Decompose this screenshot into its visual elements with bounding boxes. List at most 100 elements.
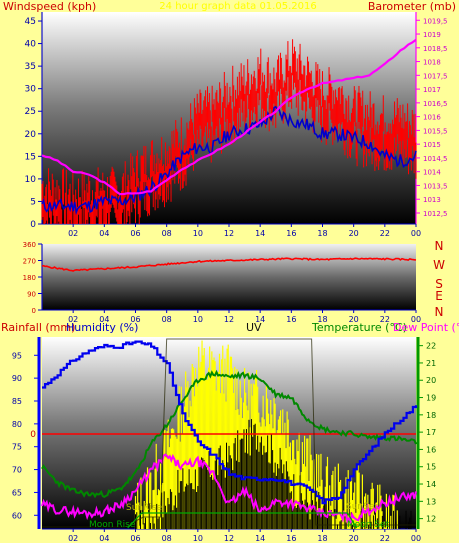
x-tick-label: 16: [286, 229, 296, 238]
humidity-y-tick-label: 65: [12, 488, 22, 497]
baro-y-tick-label: 1013,5: [423, 182, 448, 190]
x-tick-label: 18: [317, 534, 327, 543]
humidity-y-tick-label: 90: [12, 374, 22, 383]
baro-y-tick-label: 1016: [423, 114, 441, 122]
direction-letter-n-bottom: N: [435, 305, 444, 319]
humidity-y-tick-label: 85: [12, 397, 22, 406]
rain-zero-label: 0: [30, 430, 36, 440]
wind-average-line: [41, 105, 417, 216]
humidity-y-tick-label: 80: [12, 420, 22, 429]
direction-panel-background: [42, 244, 416, 310]
windspeed-axis-title: Windspeed (kph): [3, 0, 96, 13]
humidity-y-tick-label: 75: [12, 443, 22, 452]
temperature-y-tick-label: 21: [426, 359, 436, 368]
temperature-y-tick-label: 22: [426, 342, 436, 351]
baro-y-tick-label: 1018: [423, 59, 441, 67]
temperature-y-tick-label: 15: [426, 463, 436, 472]
wind-y-tick-label: 35: [25, 62, 36, 72]
x-tick-label: 04: [99, 315, 109, 324]
temperature-y-tick-label: 19: [426, 394, 436, 403]
dir-y-tick-label: 90: [27, 291, 36, 299]
dir-y-tick-label: 180: [23, 274, 36, 282]
baro-y-tick-label: 1013: [423, 196, 441, 204]
direction-letter-n-top: N: [435, 239, 444, 253]
wind-y-tick-label: 30: [25, 85, 37, 95]
baro-y-tick-label: 1015,5: [423, 127, 448, 135]
wind-y-tick-label: 20: [25, 130, 37, 140]
climate-chart: [41, 338, 418, 529]
x-tick-label: 04: [99, 534, 109, 543]
x-tick-label: 20: [349, 229, 359, 238]
wind-y-tick-label: 5: [30, 197, 36, 207]
x-tick-label: 00: [411, 315, 421, 324]
sunset-label: SunSet: [346, 502, 378, 512]
x-tick-label: 06: [130, 229, 140, 238]
x-tick-label: 02: [68, 229, 78, 238]
barometer-axis-title: Barometer (mb): [368, 0, 456, 13]
x-tick-label: 22: [380, 315, 390, 324]
x-tick-label: 14: [255, 229, 265, 238]
wind-y-tick-label: 15: [25, 152, 36, 162]
moonset-label: Moon Set: [347, 520, 390, 530]
baro-y-tick-label: 1015: [423, 141, 441, 149]
dir-y-tick-label: 0: [32, 307, 36, 315]
moonrise-label: Moon Rise: [89, 520, 136, 530]
baro-y-tick-label: 1018,5: [423, 45, 448, 53]
temperature-axis-title: Temperature (°C): [311, 321, 407, 334]
x-tick-label: 18: [317, 229, 327, 238]
wind-y-tick-label: 0: [30, 220, 36, 230]
baro-y-tick-label: 1014,5: [423, 155, 448, 163]
dewpoint-line: [41, 453, 417, 526]
temperature-y-tick-label: 14: [426, 480, 436, 489]
moon-step-line: [127, 512, 358, 529]
direction-letter-w: W: [433, 258, 445, 272]
x-tick-label: 22: [380, 534, 390, 543]
wind-y-tick-label: 10: [25, 175, 37, 185]
wind-y-tick-label: 25: [25, 107, 36, 117]
humidity-axis-title: Humidity (%): [66, 321, 138, 334]
dewpoint-axis-title: Dew Point (°C): [393, 321, 459, 334]
baro-y-tick-label: 1019,5: [423, 17, 448, 25]
baro-y-tick-label: 1017,5: [423, 72, 448, 80]
daylight-step-line: [42, 338, 416, 528]
x-tick-label: 14: [255, 315, 265, 324]
temperature-y-tick-label: 13: [426, 497, 436, 506]
baro-y-tick-label: 1019: [423, 31, 441, 39]
x-tick-label: 12: [224, 315, 234, 324]
x-tick-label: 14: [255, 534, 265, 543]
x-tick-label: 12: [224, 534, 234, 543]
direction-letter-e: E: [435, 289, 443, 303]
temperature-y-tick-label: 17: [426, 428, 436, 437]
baro-y-tick-label: 1012,5: [423, 210, 448, 218]
x-tick-label: 00: [411, 229, 421, 238]
x-tick-label: 08: [162, 534, 172, 543]
barometer-line: [41, 38, 417, 196]
temperature-y-tick-label: 20: [426, 376, 436, 385]
x-tick-label: 00: [411, 534, 421, 543]
rainfall-axis-title: Rainfall (mm): [1, 321, 75, 334]
x-tick-label: 20: [349, 534, 359, 543]
temperature-y-tick-label: 18: [426, 411, 436, 420]
x-tick-label: 10: [193, 315, 203, 324]
temperature-line: [41, 369, 417, 499]
x-tick-label: 08: [162, 229, 172, 238]
x-tick-label: 02: [68, 534, 78, 543]
temperature-y-tick-label: 16: [426, 445, 436, 454]
sunrise-label: SunRise: [126, 503, 163, 513]
humidity-y-tick-label: 95: [12, 351, 22, 360]
direction-letter-s: S: [435, 277, 443, 291]
dir-y-tick-label: 270: [23, 258, 36, 266]
x-tick-label: 10: [193, 534, 203, 543]
wind-direction-line: [41, 257, 417, 272]
baro-y-tick-label: 1016,5: [423, 100, 448, 108]
x-tick-label: 08: [162, 315, 172, 324]
baro-y-tick-label: 1014: [423, 169, 441, 177]
humidity-y-tick-label: 70: [12, 466, 22, 475]
wind-chart: [41, 38, 417, 224]
x-tick-label: 22: [380, 229, 390, 238]
x-tick-label: 20: [349, 315, 359, 324]
humidity-line: [42, 340, 418, 505]
x-tick-label: 10: [193, 229, 203, 238]
humidity-y-tick-label: 60: [12, 511, 22, 520]
